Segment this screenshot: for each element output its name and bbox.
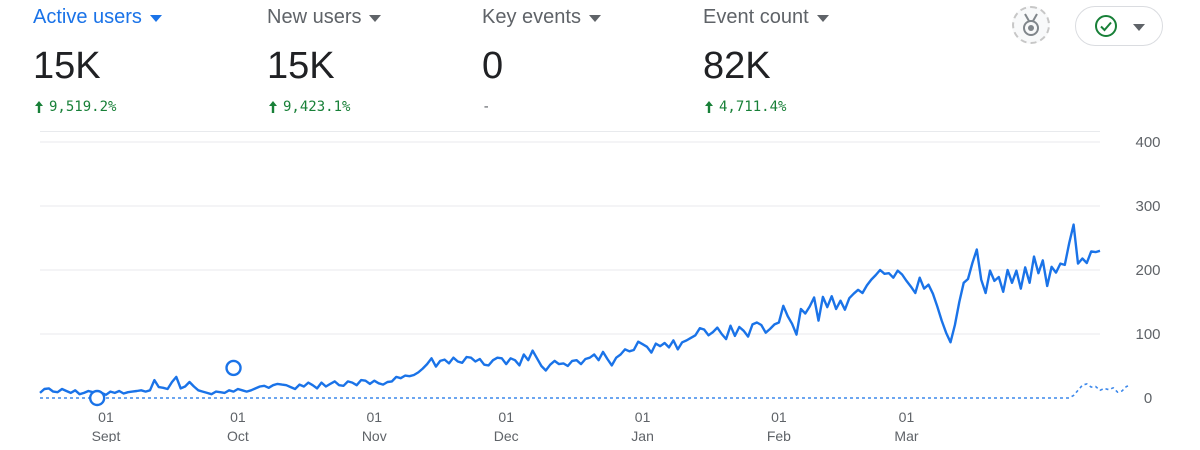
arrow-up-icon bbox=[35, 101, 43, 113]
x-tick-month: Dec bbox=[494, 428, 519, 442]
metric-value: 82K bbox=[703, 45, 771, 87]
metric-label: Event count bbox=[703, 5, 809, 28]
metric-change: 9,423.1% bbox=[267, 98, 381, 116]
metric-change: 4,711.4% bbox=[703, 98, 829, 116]
comparison-series-line bbox=[40, 383, 1132, 399]
metric-value: 15K bbox=[267, 45, 335, 87]
arrow-up-icon bbox=[269, 101, 277, 113]
status-dropdown-button[interactable] bbox=[1075, 6, 1163, 46]
x-tick-day: 01 bbox=[498, 409, 514, 425]
x-tick-month: Mar bbox=[894, 428, 918, 442]
x-tick-day: 01 bbox=[366, 409, 382, 425]
chevron-down-icon[interactable] bbox=[588, 14, 601, 22]
metric-change-value: 9,519.2% bbox=[49, 99, 117, 115]
annotation-marker bbox=[88, 389, 106, 407]
chevron-down-icon bbox=[1132, 23, 1145, 31]
line-chart: 0 100 200 300 400 01 Sept 01 Oct 01 Nov 01 Dec 01 Jan… bbox=[39, 134, 1161, 442]
y-tick-label: 200 bbox=[1135, 262, 1160, 279]
x-tick-month: Nov bbox=[362, 428, 387, 442]
active-users-series-line bbox=[39, 223, 1101, 396]
metric-new-users[interactable]: New users 15K 9,423.1% bbox=[267, 0, 382, 116]
metric-selector[interactable]: New users bbox=[267, 0, 382, 34]
x-tick-month: Sept bbox=[92, 428, 121, 442]
award-badge-icon bbox=[1023, 13, 1039, 36]
annotation-marker bbox=[225, 359, 242, 377]
x-tick-month: Feb bbox=[767, 428, 791, 442]
metric-selector[interactable]: Active users bbox=[33, 0, 162, 34]
metric-change-value: 4,711.4% bbox=[719, 99, 787, 115]
chevron-down-icon[interactable] bbox=[149, 14, 162, 22]
x-axis: 01 Sept 01 Oct 01 Nov 01 Dec 01 Jan 01 Feb 01 Mar bbox=[92, 409, 919, 442]
y-tick-label: 100 bbox=[1135, 326, 1160, 343]
y-tick-label: 300 bbox=[1135, 198, 1160, 215]
metric-label: Active users bbox=[33, 5, 142, 28]
metric-label: Key events bbox=[482, 5, 581, 28]
metric-selector[interactable]: Event count bbox=[703, 0, 829, 34]
metric-selector[interactable]: Key events bbox=[482, 0, 601, 34]
x-tick-day: 01 bbox=[230, 409, 246, 425]
metric-active-users[interactable]: Active users 15K 9,519.2% bbox=[33, 0, 162, 116]
x-tick-day: 01 bbox=[635, 409, 651, 425]
metric-key-events[interactable]: Key events 0 - bbox=[482, 0, 601, 116]
check-circle-icon bbox=[1094, 15, 1117, 37]
metric-label: New users bbox=[267, 5, 362, 28]
arrow-up-icon bbox=[705, 101, 713, 113]
metric-change-value: - bbox=[482, 99, 491, 115]
chart-grid bbox=[40, 141, 1100, 335]
x-tick-month: Jan bbox=[631, 428, 654, 442]
x-tick-day: 01 bbox=[771, 409, 787, 425]
x-tick-month: Oct bbox=[227, 428, 249, 442]
metric-change-value: 9,423.1% bbox=[283, 99, 351, 115]
y-tick-label: 400 bbox=[1135, 134, 1160, 151]
chart-markers bbox=[88, 359, 242, 407]
metric-value: 0 bbox=[482, 45, 504, 87]
metric-change: 9,519.2% bbox=[33, 98, 162, 116]
x-tick-day: 01 bbox=[899, 409, 915, 425]
y-tick-label: 0 bbox=[1144, 390, 1152, 407]
chevron-down-icon[interactable] bbox=[369, 14, 382, 22]
chart-series bbox=[39, 223, 1132, 399]
chevron-down-icon[interactable] bbox=[816, 14, 829, 22]
metric-change: - bbox=[482, 98, 601, 116]
insights-badge-button[interactable] bbox=[1012, 6, 1050, 44]
metric-value: 15K bbox=[33, 45, 101, 87]
metric-event-count[interactable]: Event count 82K 4,711.4% bbox=[703, 0, 829, 116]
header-divider bbox=[40, 131, 1100, 132]
x-tick-day: 01 bbox=[98, 409, 114, 425]
y-axis: 0 100 200 300 400 bbox=[1135, 134, 1160, 407]
